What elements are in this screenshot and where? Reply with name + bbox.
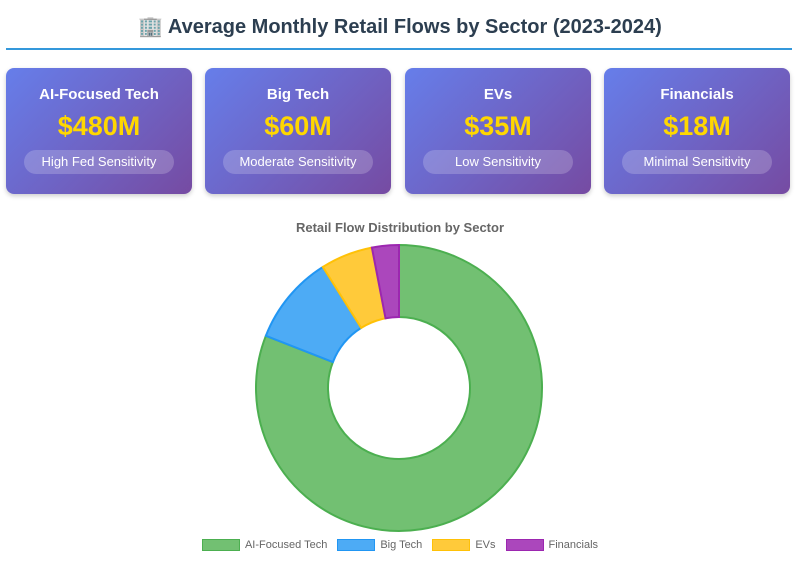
donut-slice-ai-focused-tech[interactable] xyxy=(255,243,543,532)
legend-swatch xyxy=(337,539,376,551)
legend-item[interactable]: Big Tech xyxy=(337,539,422,551)
legend-label: EVs xyxy=(475,539,496,551)
donut-slice-financials[interactable] xyxy=(370,243,400,320)
card-sector-name: EVs xyxy=(483,86,513,103)
card-value: $35M xyxy=(464,111,532,141)
card-value: $480M xyxy=(57,111,141,141)
sector-card: Big Tech $60M Moderate Sensitivity xyxy=(205,68,391,194)
card-sector-name: Financials xyxy=(660,86,734,103)
title-divider xyxy=(6,48,792,50)
sector-card: Financials $18M Minimal Sensitivity xyxy=(604,68,790,194)
card-sensitivity-badge: Moderate Sensitivity xyxy=(223,150,373,174)
legend-item[interactable]: EVs xyxy=(432,539,496,551)
card-sector-name: Big Tech xyxy=(266,86,330,103)
legend-label: AI-Focused Tech xyxy=(244,539,328,551)
chart-legend: AI-Focused Tech Big Tech EVs Financials xyxy=(0,539,800,551)
legend-swatch xyxy=(201,539,240,551)
sector-card: AI-Focused Tech $480M High Fed Sensitivi… xyxy=(6,68,192,194)
legend-item[interactable]: AI-Focused Tech xyxy=(201,539,328,551)
legend-item[interactable]: Financials xyxy=(505,539,599,551)
legend-label: Big Tech xyxy=(380,539,423,551)
card-sector-name: AI-Focused Tech xyxy=(39,86,159,103)
card-sensitivity-badge: Minimal Sensitivity xyxy=(622,150,772,174)
page-title: 🏢 Average Monthly Retail Flows by Sector… xyxy=(138,16,662,38)
chart-title: Retail Flow Distribution by Sector xyxy=(295,220,505,235)
sector-card: EVs $35M Low Sensitivity xyxy=(405,68,591,194)
legend-swatch xyxy=(505,539,544,551)
card-value: $18M xyxy=(663,111,731,141)
legend-swatch xyxy=(432,539,471,551)
card-sensitivity-badge: Low Sensitivity xyxy=(423,150,573,174)
legend-label: Financials xyxy=(548,539,599,551)
card-value: $60M xyxy=(264,111,332,141)
card-sensitivity-badge: High Fed Sensitivity xyxy=(24,150,174,174)
